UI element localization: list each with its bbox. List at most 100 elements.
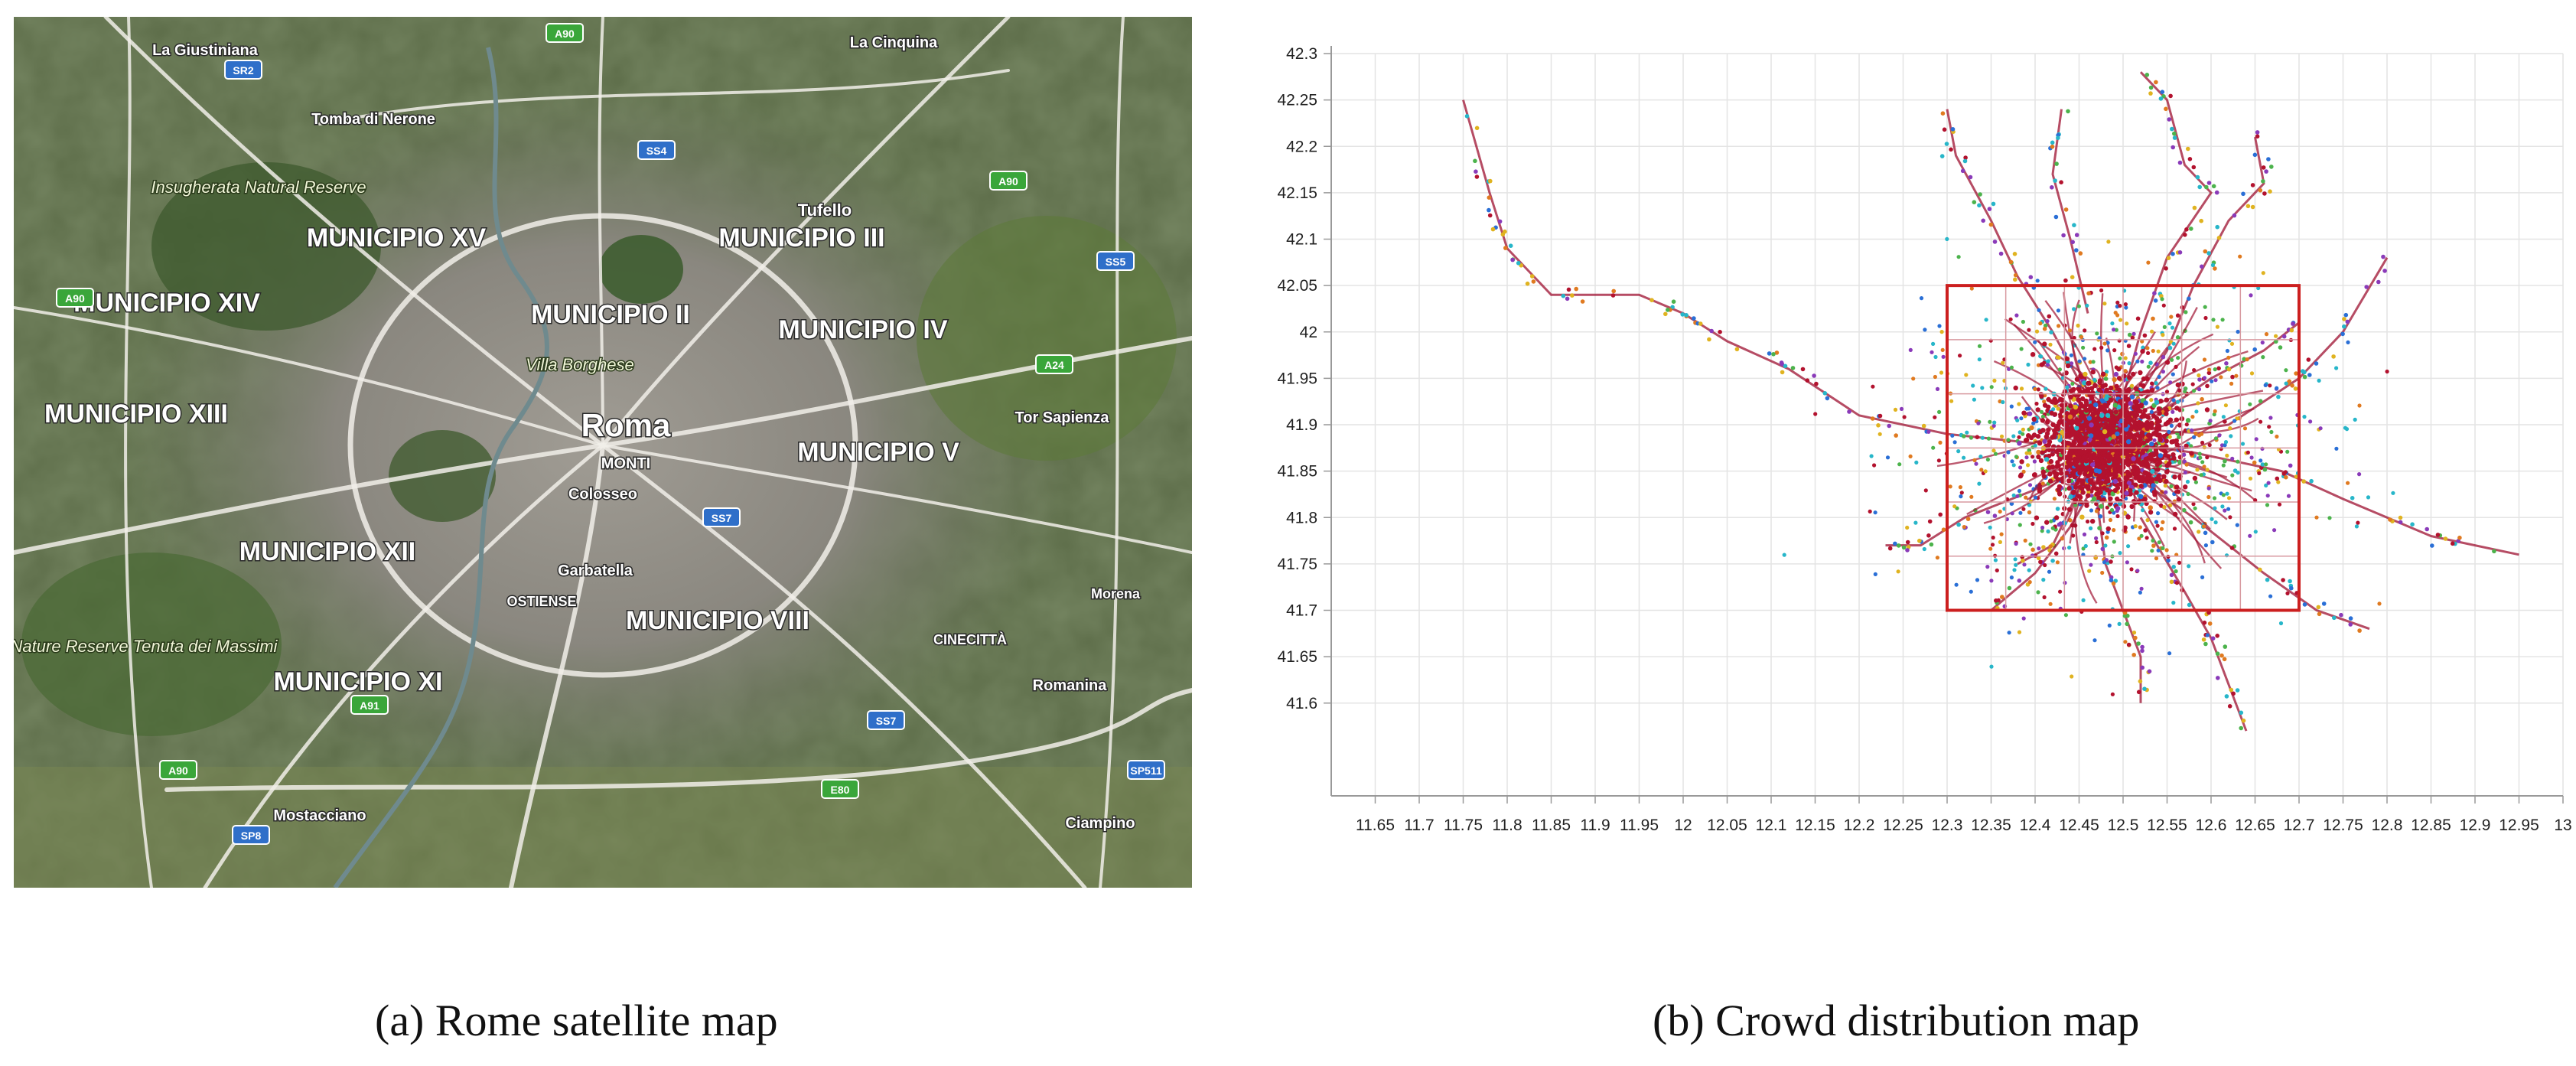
crowd-point — [2144, 536, 2149, 540]
crowd-point — [1877, 432, 1882, 436]
crowd-point-core — [2138, 483, 2144, 489]
scatter-plot: 11.65 11.7 11.75 11.8 11.85 11.9 11.95 12 12.05 1… — [1277, 45, 2571, 834]
caption-crowd-distribution: (b) Crowd distribution map — [1653, 996, 2140, 1045]
crowd-point — [1812, 373, 1816, 378]
crowd-point — [2287, 379, 2292, 384]
crowd-point-core — [2144, 425, 2150, 432]
crowd-point-core — [2174, 442, 2180, 448]
crowd-point — [1995, 568, 1999, 573]
crowd-point — [2289, 585, 2294, 591]
crowd-point-core — [2066, 507, 2073, 512]
crowd-point — [2159, 526, 2164, 531]
crowd-point — [1873, 510, 1877, 515]
crowd-point-core — [2140, 450, 2145, 455]
crowd-point — [2017, 630, 2022, 634]
crowd-point — [2184, 462, 2189, 467]
crowd-point-core — [2114, 416, 2119, 421]
crowd-point — [2200, 440, 2205, 445]
crowd-point — [2092, 638, 2097, 643]
crowd-point — [2151, 316, 2155, 321]
crowd-point — [2146, 260, 2151, 265]
crowd-point — [2058, 589, 2063, 594]
crowd-point — [1972, 200, 1977, 204]
crowd-point — [2140, 339, 2144, 344]
crowd-point-core — [2192, 475, 2198, 481]
crowd-point — [2213, 409, 2217, 413]
crowd-point — [1962, 525, 1966, 530]
crowd-point — [2169, 579, 2174, 585]
map-label-romanina: Romanina — [1033, 677, 1108, 694]
crowd-point-core — [2144, 457, 2149, 462]
crowd-point-core — [2068, 448, 2073, 453]
road-shield-sp511: SP511 — [1127, 760, 1165, 780]
crowd-point — [2067, 328, 2072, 333]
crowd-point — [1985, 565, 1990, 569]
crowd-point — [2027, 328, 2031, 332]
crowd-point — [2009, 501, 2014, 506]
crowd-point — [2072, 335, 2076, 341]
crowd-point-core — [2067, 454, 2073, 459]
crowd-point — [2147, 669, 2152, 674]
crowd-point-core — [2084, 500, 2089, 506]
crowd-point — [2110, 692, 2115, 696]
crowd-point — [2067, 546, 2072, 550]
crowd-point-core — [2138, 437, 2143, 442]
crowd-point — [2129, 383, 2135, 388]
crowd-point-core — [2133, 475, 2138, 481]
crowd-point — [1984, 318, 1988, 322]
crowd-point-core — [2158, 437, 2163, 442]
crowd-point — [2140, 648, 2144, 654]
crowd-point — [1959, 491, 1964, 495]
crowd-point — [2210, 262, 2216, 267]
crowd-point-core — [2127, 375, 2132, 380]
crowd-point — [2284, 381, 2288, 386]
crowd-point — [2142, 686, 2147, 691]
x-tick-label-8: 12.05 — [1707, 817, 1747, 834]
crowd-point-core — [2086, 416, 2092, 421]
crowd-point — [2248, 476, 2253, 481]
crowd-point-core — [2151, 490, 2158, 495]
crowd-point — [2332, 615, 2337, 621]
crowd-point — [2290, 383, 2294, 388]
crowd-point — [2156, 349, 2161, 354]
crowd-point-core — [2128, 491, 2133, 497]
road-shield-a90-e: A90 — [989, 171, 1027, 191]
crowd-point — [2291, 321, 2295, 326]
crowd-point-core — [2091, 496, 2097, 502]
crowd-point — [2382, 269, 2387, 273]
crowd-point — [2205, 383, 2210, 389]
x-tick-label-1: 11.7 — [1404, 817, 1434, 834]
crowd-point-core — [2108, 496, 2113, 501]
crowd-point — [2070, 240, 2075, 245]
crowd-point — [2052, 497, 2057, 501]
crowd-point — [2156, 511, 2161, 516]
crowd-point — [2142, 333, 2148, 338]
crowd-point-core — [2060, 420, 2066, 425]
crowd-point — [1783, 363, 1788, 369]
crowd-point-core — [2082, 380, 2087, 386]
crowd-point — [2265, 503, 2270, 507]
crowd-point — [2213, 367, 2217, 372]
crowd-point-core — [2066, 485, 2072, 491]
crowd-point — [2033, 386, 2037, 391]
crowd-point — [2183, 470, 2187, 474]
crowd-point — [2254, 437, 2258, 442]
crowd-point — [2040, 529, 2044, 533]
crowd-point — [2167, 345, 2173, 350]
crowd-point — [1610, 293, 1616, 298]
crowd-point — [2070, 381, 2075, 386]
crowd-point — [2206, 367, 2212, 372]
crowd-point — [2021, 507, 2026, 511]
crowd-point — [2011, 434, 2016, 438]
crowd-point-core — [2121, 461, 2127, 466]
crowd-point — [2274, 339, 2278, 344]
crowd-point-core — [2034, 515, 2040, 520]
crowd-point — [2354, 524, 2359, 529]
crowd-point-core — [2019, 459, 2024, 465]
crowd-point — [1958, 485, 1962, 490]
crowd-point-core — [2092, 383, 2098, 388]
crowd-point-core — [2082, 437, 2088, 442]
crowd-point-core — [2035, 407, 2040, 412]
crowd-point-core — [2089, 386, 2095, 391]
rome-satellite-map: MUNICIPIO XV MUNICIPIO III MUNICIPIO II MUN… — [14, 17, 1192, 888]
